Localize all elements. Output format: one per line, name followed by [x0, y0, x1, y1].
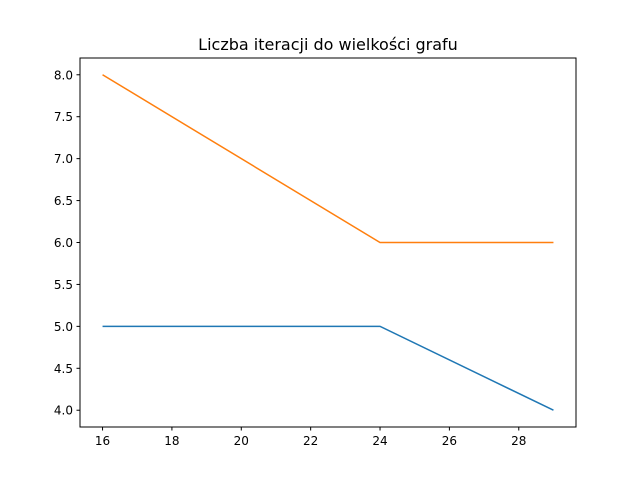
- x-tick-label: 28: [511, 434, 526, 448]
- series-2-line: [102, 74, 554, 244]
- plot-frame: [79, 57, 577, 428]
- y-tick-label: 5.0: [54, 320, 73, 334]
- x-tick-label: 24: [372, 434, 387, 448]
- y-tick-label: 4.5: [54, 362, 73, 376]
- chart-title: Liczba iteracji do wielkości grafu: [198, 35, 458, 54]
- x-tick-label: 22: [303, 434, 318, 448]
- x-axis: 16 18 20 22 24 26 28: [95, 427, 526, 448]
- x-tick-label: 16: [95, 434, 110, 448]
- series-1-line: [102, 325, 554, 411]
- y-tick-label: 4.0: [54, 404, 73, 418]
- y-tick-label: 5.5: [54, 278, 73, 292]
- x-tick-label: 18: [164, 434, 179, 448]
- y-tick-label: 6.5: [54, 194, 73, 208]
- y-tick-label: 7.0: [54, 152, 73, 166]
- y-axis: 4.0 4.5 5.0 5.5 6.0 6.5 7.0 7.5 8.0: [54, 68, 80, 418]
- y-tick-label: 7.5: [54, 110, 73, 124]
- y-tick-label: 8.0: [54, 68, 73, 82]
- x-tick-label: 26: [442, 434, 457, 448]
- x-tick-label: 20: [234, 434, 249, 448]
- series-layer: [102, 74, 554, 411]
- y-tick-label: 6.0: [54, 236, 73, 250]
